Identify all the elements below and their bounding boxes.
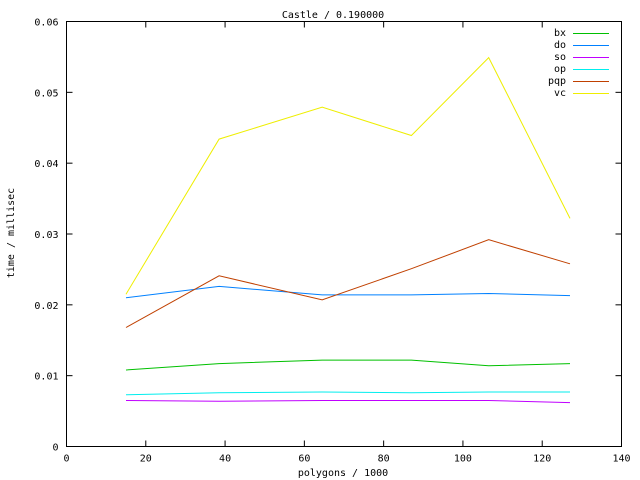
- y-tick-label: 0.04: [34, 159, 58, 170]
- x-tick-label: 20: [140, 454, 152, 465]
- x-tick-label: 100: [454, 454, 472, 465]
- legend-label-do: do: [554, 40, 566, 51]
- y-tick-label: 0.06: [34, 18, 58, 29]
- chart-title: Castle / 0.190000: [282, 10, 384, 21]
- x-tick-label: 140: [612, 454, 630, 465]
- series-line-so: [125, 400, 571, 404]
- x-tick-label: 40: [219, 454, 231, 465]
- x-tick-label: 60: [298, 454, 310, 465]
- series-line-do: [125, 285, 571, 299]
- x-tick-label: 0: [63, 454, 69, 465]
- series-line-bx: [125, 359, 571, 371]
- y-tick-label: 0.05: [34, 88, 58, 99]
- y-tick-label: 0.01: [34, 372, 58, 383]
- series-line-vc: [125, 56, 571, 295]
- legend-label-vc: vc: [554, 88, 566, 99]
- y-tick-label: 0: [52, 443, 58, 454]
- legend-label-pqp: pqp: [548, 76, 566, 87]
- legend-label-bx: bx: [554, 28, 566, 39]
- series-line-op: [125, 391, 570, 396]
- plot-border: [66, 21, 622, 447]
- x-tick-label: 120: [533, 454, 551, 465]
- y-tick-label: 0.02: [34, 301, 58, 312]
- x-axis-label: polygons / 1000: [298, 468, 388, 479]
- y-axis-label: time / millisec: [6, 188, 17, 278]
- x-tick-label: 80: [378, 454, 390, 465]
- series-group: [125, 56, 571, 404]
- axes: 0 20 40 60 80 100 120 140 0 0.01 0.02 0.03 0.04 0.05 0…: [34, 18, 630, 465]
- legend-label-op: op: [554, 64, 566, 75]
- legend-label-so: so: [554, 52, 566, 63]
- y-tick-label: 0.03: [34, 230, 58, 241]
- series-line-pqp: [125, 239, 571, 328]
